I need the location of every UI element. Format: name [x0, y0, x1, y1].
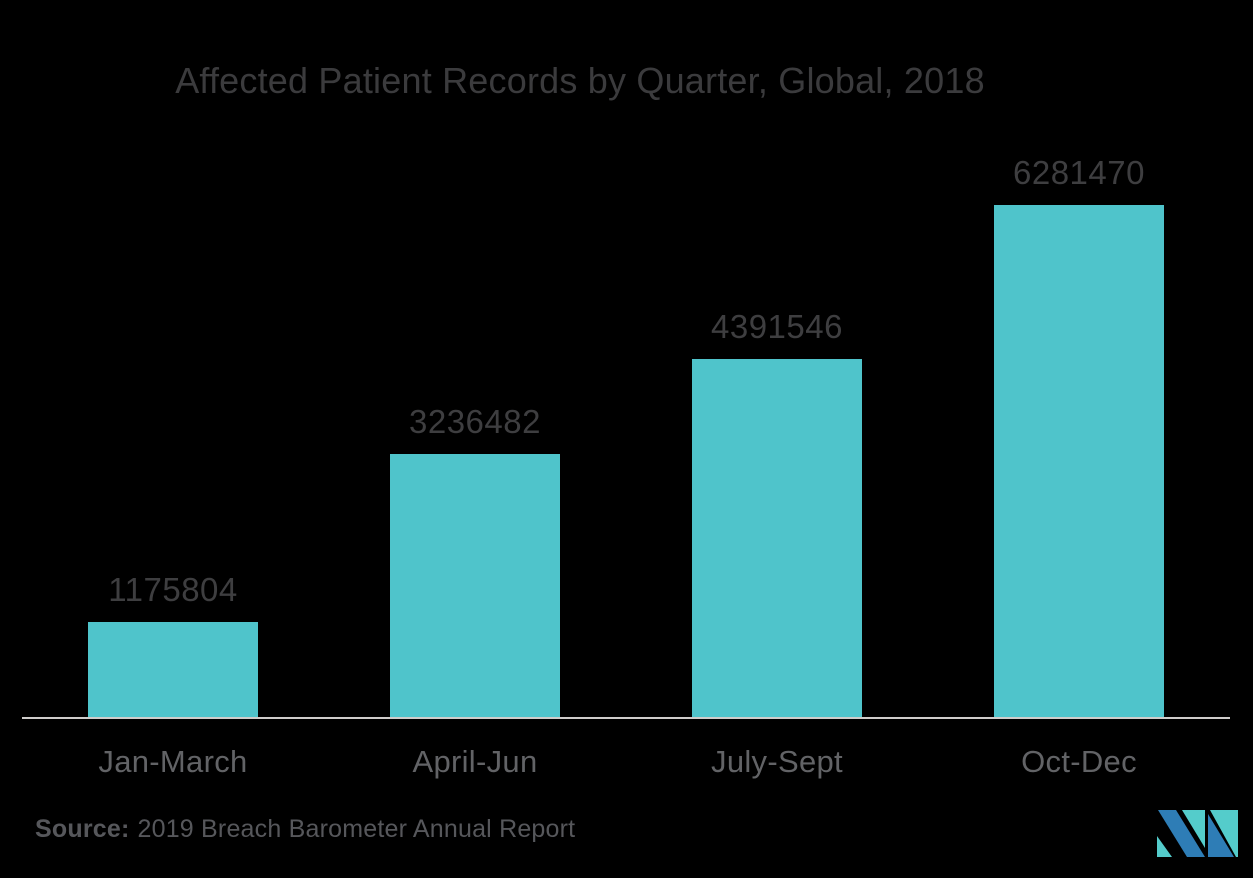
value-label: 1175804 [108, 571, 238, 608]
plot-area: 1175804 3236482 4391546 6281470 [22, 150, 1230, 718]
bar-group: 4391546 [626, 150, 928, 718]
chart-title: Affected Patient Records by Quarter, Glo… [175, 60, 985, 101]
mordor-intelligence-logo-icon [1157, 810, 1238, 857]
value-label: 4391546 [711, 308, 843, 345]
value-label: 3236482 [409, 403, 541, 440]
source-text: 2019 Breach Barometer Annual Report [137, 815, 576, 843]
bar [390, 454, 560, 718]
bar [994, 205, 1164, 718]
bar [692, 359, 862, 718]
bar-group: 3236482 [324, 150, 626, 718]
x-axis-line [22, 717, 1230, 719]
category-label: April-Jun [412, 744, 538, 779]
category-label: July-Sept [711, 744, 843, 779]
category-label: Jan-March [98, 744, 248, 779]
bar-group: 6281470 [928, 150, 1230, 718]
bar [88, 622, 258, 718]
category-label: Oct-Dec [1021, 744, 1137, 779]
value-label: 6281470 [1013, 154, 1145, 191]
category-axis: Jan-March April-Jun July-Sept Oct-Dec [22, 744, 1230, 780]
source-label: Source: [35, 815, 130, 843]
bar-group: 1175804 [22, 150, 324, 718]
source-note: Source: 2019 Breach Barometer Annual Repo… [35, 815, 575, 844]
